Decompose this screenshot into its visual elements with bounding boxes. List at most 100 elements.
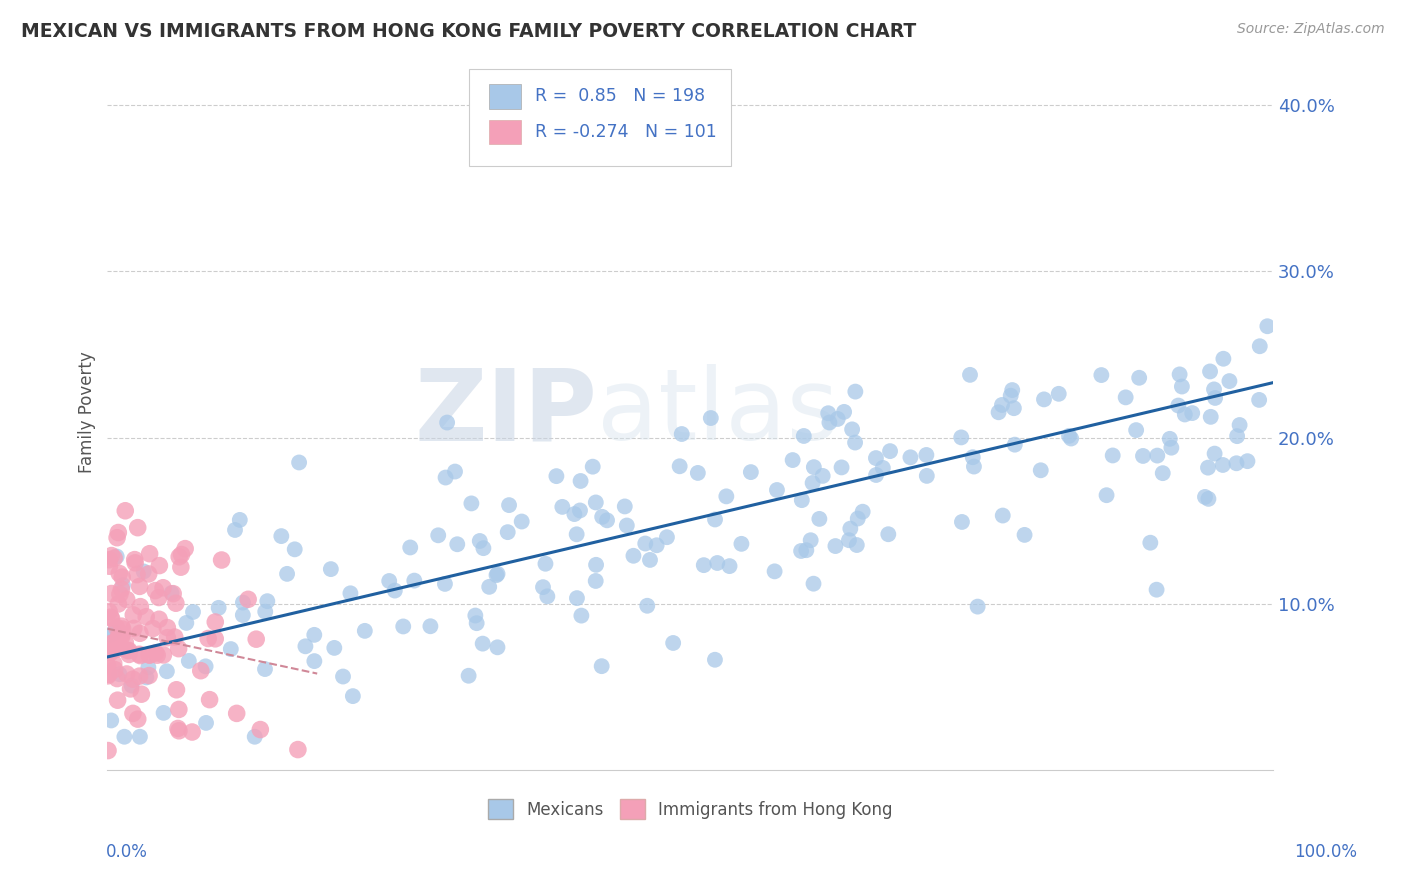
FancyBboxPatch shape bbox=[468, 70, 731, 166]
Point bbox=[156, 665, 179, 679]
Point bbox=[803, 460, 825, 475]
Point bbox=[138, 668, 160, 682]
Point bbox=[163, 630, 186, 644]
Point bbox=[569, 474, 592, 488]
Point bbox=[718, 559, 741, 574]
Point bbox=[111, 629, 134, 643]
Point bbox=[991, 508, 1014, 523]
Point bbox=[294, 640, 316, 654]
Point bbox=[156, 631, 179, 645]
Point bbox=[959, 368, 981, 382]
Point bbox=[101, 636, 124, 650]
Point bbox=[645, 538, 668, 552]
Point bbox=[224, 523, 246, 537]
Point bbox=[181, 725, 204, 739]
Point bbox=[1002, 401, 1025, 416]
Point bbox=[107, 693, 129, 707]
Point bbox=[177, 654, 200, 668]
Point bbox=[716, 489, 738, 503]
Point bbox=[107, 525, 129, 540]
Point bbox=[236, 592, 259, 607]
Point bbox=[229, 513, 252, 527]
Point bbox=[143, 583, 166, 598]
Point bbox=[122, 621, 145, 635]
Point bbox=[446, 537, 468, 551]
Point bbox=[801, 475, 824, 490]
Point bbox=[270, 529, 292, 543]
Point bbox=[232, 608, 254, 623]
Point bbox=[167, 641, 190, 656]
Point bbox=[138, 566, 160, 581]
Point bbox=[1095, 488, 1118, 502]
Point bbox=[419, 619, 441, 633]
Point bbox=[139, 648, 162, 662]
Point bbox=[142, 622, 165, 636]
Point bbox=[668, 459, 690, 474]
Point bbox=[243, 730, 266, 744]
Point bbox=[915, 448, 938, 462]
Point bbox=[256, 594, 278, 608]
Text: MEXICAN VS IMMIGRANTS FROM HONG KONG FAMILY POVERTY CORRELATION CHART: MEXICAN VS IMMIGRANTS FROM HONG KONG FAM… bbox=[21, 22, 917, 41]
Point bbox=[152, 581, 174, 595]
FancyBboxPatch shape bbox=[488, 120, 522, 145]
Point bbox=[110, 582, 132, 597]
Point bbox=[97, 669, 120, 683]
Text: Source: ZipAtlas.com: Source: ZipAtlas.com bbox=[1237, 22, 1385, 37]
Point bbox=[464, 608, 486, 623]
Point bbox=[1225, 456, 1247, 470]
Point bbox=[129, 599, 152, 614]
Point bbox=[1199, 364, 1222, 378]
Point bbox=[987, 405, 1010, 419]
Point bbox=[97, 667, 120, 681]
Point bbox=[831, 460, 853, 475]
Point bbox=[1160, 441, 1182, 455]
Point bbox=[585, 574, 607, 588]
Point bbox=[384, 583, 406, 598]
Point bbox=[97, 658, 120, 673]
Point bbox=[662, 636, 685, 650]
Point bbox=[108, 566, 131, 581]
Point bbox=[339, 586, 361, 600]
Point bbox=[1001, 383, 1024, 397]
Point bbox=[1101, 449, 1123, 463]
Point bbox=[181, 605, 204, 619]
Point bbox=[128, 648, 150, 662]
Point bbox=[100, 645, 122, 659]
Point bbox=[803, 576, 825, 591]
Point bbox=[148, 558, 170, 573]
Point bbox=[1146, 582, 1168, 597]
Point bbox=[107, 630, 129, 644]
Text: R = -0.274   N = 101: R = -0.274 N = 101 bbox=[536, 122, 717, 141]
Point bbox=[1000, 389, 1022, 403]
Point bbox=[114, 504, 136, 518]
Point bbox=[132, 565, 155, 579]
Point bbox=[460, 496, 482, 510]
Point bbox=[638, 553, 661, 567]
Point bbox=[811, 469, 834, 483]
Point bbox=[105, 621, 128, 635]
Point bbox=[498, 498, 520, 512]
Point bbox=[174, 541, 197, 556]
Point bbox=[304, 628, 326, 642]
Point bbox=[486, 566, 509, 581]
Point bbox=[1033, 392, 1056, 407]
Point bbox=[1249, 339, 1271, 353]
Point bbox=[138, 660, 160, 674]
Point bbox=[671, 427, 693, 442]
Point bbox=[353, 624, 375, 638]
Point bbox=[399, 541, 422, 555]
FancyBboxPatch shape bbox=[488, 85, 522, 109]
Point bbox=[877, 527, 900, 541]
Point bbox=[832, 405, 855, 419]
Point bbox=[98, 559, 121, 574]
Point bbox=[782, 453, 804, 467]
Point bbox=[284, 542, 307, 557]
Point bbox=[1204, 447, 1226, 461]
Point bbox=[105, 531, 128, 545]
Point bbox=[1047, 386, 1070, 401]
Point bbox=[129, 730, 152, 744]
Point bbox=[872, 461, 894, 475]
Point bbox=[121, 679, 143, 693]
Point bbox=[879, 444, 901, 458]
Point bbox=[486, 640, 509, 655]
